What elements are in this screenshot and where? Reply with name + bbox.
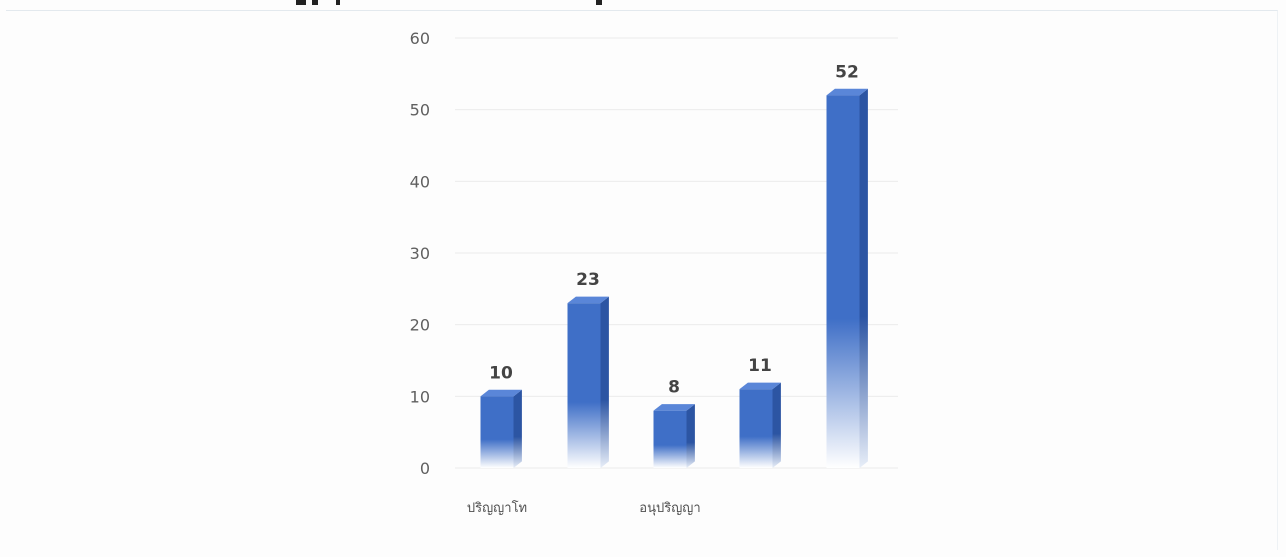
y-tick-label: 20 — [410, 316, 430, 335]
bars — [480, 88, 868, 468]
bar — [826, 88, 868, 468]
bar — [567, 296, 609, 468]
y-tick-label: 30 — [410, 244, 430, 263]
bar — [739, 382, 781, 468]
data-label: 52 — [835, 62, 859, 82]
y-axis-ticks: 0 10 20 30 40 50 60 — [410, 29, 430, 478]
chart-frame — [6, 10, 1278, 550]
data-label: 10 — [489, 363, 513, 383]
y-tick-label: 40 — [410, 172, 430, 191]
data-label: 11 — [748, 356, 772, 376]
data-label: 23 — [576, 270, 600, 290]
y-tick-label: 50 — [410, 101, 430, 120]
category-label: ปริญญาโท — [467, 500, 527, 516]
category-label: อนุปริญญา — [639, 501, 700, 516]
data-labels: 10 23 8 11 52 — [489, 62, 859, 397]
y-tick-label: 60 — [410, 29, 430, 48]
y-tick-label: 10 — [410, 387, 430, 406]
data-label: 8 — [668, 378, 680, 398]
bar — [653, 404, 695, 468]
cropped-title-fragment — [296, 0, 626, 8]
bar — [480, 389, 522, 468]
gridlines — [455, 37, 898, 469]
category-labels: ปริญญาโท อนุปริญญา — [467, 500, 701, 516]
y-tick-label: 0 — [420, 459, 430, 478]
